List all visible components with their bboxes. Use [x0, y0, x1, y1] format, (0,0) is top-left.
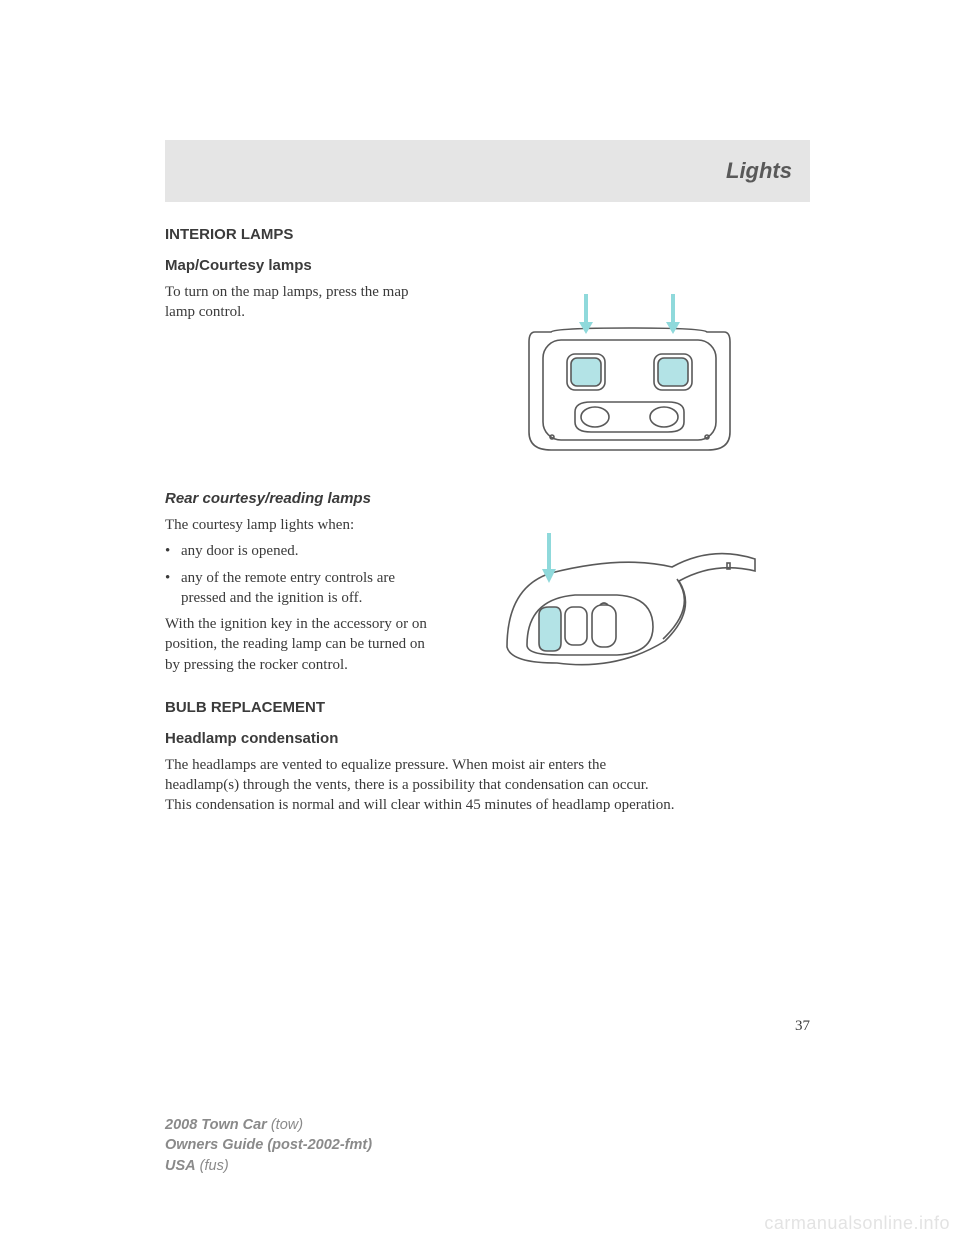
map-lamp-figure [448, 282, 810, 472]
rear-intro: The courtesy lamp lights when: [165, 515, 430, 535]
watermark: carmanualsonline.info [764, 1213, 950, 1234]
footer-line-2: Owners Guide (post-2002-fmt) [165, 1135, 372, 1155]
page-container: Lights INTERIOR LAMPS Map/Courtesy lamps… [0, 0, 960, 1242]
rear-lamp-icon [497, 515, 762, 680]
footer-region-code: (fus) [196, 1158, 229, 1174]
rear-lamp-text-col: The courtesy lamp lights when: any door … [165, 515, 430, 681]
footer-model: 2008 Town Car [165, 1117, 267, 1133]
heading-rear-courtesy: Rear courtesy/reading lamps [165, 490, 810, 507]
condensation-body: The headlamps are vented to equalize pre… [165, 755, 675, 816]
page-number: 37 [795, 1018, 810, 1035]
map-lamp-body: To turn on the map lamps, press the map … [165, 282, 430, 323]
rear-after-text: With the ignition key in the accessory o… [165, 614, 430, 675]
heading-headlamp-condensation: Headlamp condensation [165, 730, 810, 747]
footer-line-3: USA (fus) [165, 1156, 372, 1176]
heading-interior-lamps: INTERIOR LAMPS [165, 226, 810, 243]
rear-lamp-row: The courtesy lamp lights when: any door … [165, 515, 810, 681]
list-item: any of the remote entry controls are pre… [165, 568, 430, 609]
map-lamp-text-col: To turn on the map lamps, press the map … [165, 282, 430, 329]
rear-lamp-figure [448, 515, 810, 680]
footer-region: USA [165, 1158, 196, 1174]
footer-guide: Owners Guide (post-2002-fmt) [165, 1137, 372, 1153]
list-item: any door is opened. [165, 541, 430, 561]
rear-bullet-list: any door is opened. any of the remote en… [165, 541, 430, 608]
heading-map-courtesy: Map/Courtesy lamps [165, 257, 810, 274]
heading-bulb-replacement: BULB REPLACEMENT [165, 699, 810, 716]
map-lamp-icon [507, 282, 752, 472]
section-header-title: Lights [726, 158, 792, 184]
map-lamp-row: To turn on the map lamps, press the map … [165, 282, 810, 472]
section-header-bar: Lights [165, 140, 810, 202]
footer-block: 2008 Town Car (tow) Owners Guide (post-2… [165, 1115, 372, 1176]
footer-model-code: (tow) [267, 1117, 303, 1133]
footer-line-1: 2008 Town Car (tow) [165, 1115, 372, 1135]
